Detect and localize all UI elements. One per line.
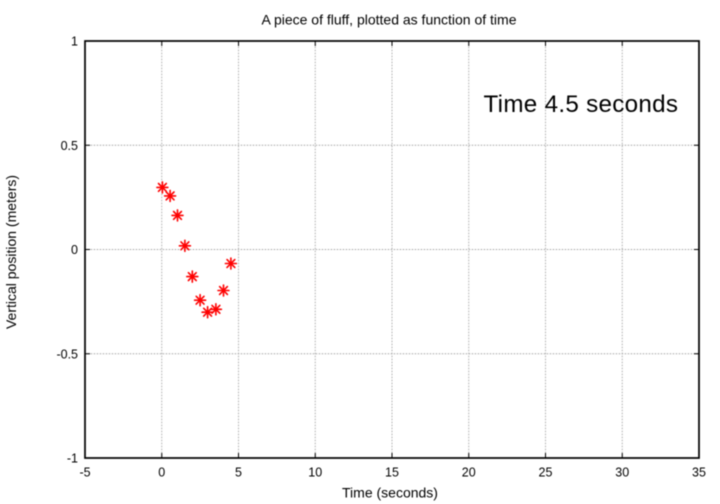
svg-text:0: 0 — [71, 243, 78, 257]
svg-text:30: 30 — [615, 466, 629, 480]
svg-text:10: 10 — [308, 466, 322, 480]
svg-text:35: 35 — [692, 466, 706, 480]
svg-text:20: 20 — [462, 466, 476, 480]
svg-text:-0.5: -0.5 — [56, 347, 78, 361]
svg-text:Vertical position (meters): Vertical position (meters) — [3, 175, 19, 329]
svg-text:0: 0 — [158, 466, 165, 480]
svg-text:-5: -5 — [79, 466, 90, 480]
svg-text:Time 4.5 seconds: Time 4.5 seconds — [484, 91, 679, 118]
svg-text:Time (seconds): Time (seconds) — [342, 485, 438, 501]
svg-text:0.5: 0.5 — [61, 139, 78, 153]
svg-text:1: 1 — [71, 35, 78, 49]
svg-text:15: 15 — [385, 466, 399, 480]
svg-text:-1: -1 — [67, 452, 78, 466]
svg-text:A piece of fluff, plotted as f: A piece of fluff, plotted as function of… — [261, 12, 516, 28]
svg-text:5: 5 — [235, 466, 242, 480]
svg-text:25: 25 — [539, 466, 553, 480]
